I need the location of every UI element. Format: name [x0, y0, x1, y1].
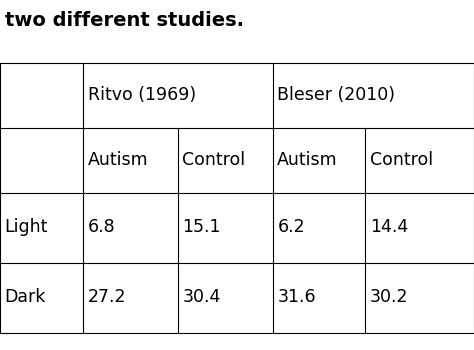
Text: Autism: Autism	[88, 151, 148, 169]
Text: 31.6: 31.6	[277, 288, 316, 307]
Text: 30.2: 30.2	[370, 288, 408, 307]
Text: 30.4: 30.4	[182, 288, 221, 307]
Text: Dark: Dark	[5, 288, 46, 307]
Text: Ritvo (1969): Ritvo (1969)	[88, 86, 196, 104]
Text: Autism: Autism	[277, 151, 338, 169]
Text: Bleser (2010): Bleser (2010)	[277, 86, 395, 104]
Text: Control: Control	[182, 151, 246, 169]
Text: 6.8: 6.8	[88, 218, 115, 237]
Text: Control: Control	[370, 151, 433, 169]
Text: 14.4: 14.4	[370, 218, 408, 237]
Text: 6.2: 6.2	[277, 218, 305, 237]
Text: 27.2: 27.2	[88, 288, 126, 307]
Text: Light: Light	[5, 218, 48, 237]
Text: 15.1: 15.1	[182, 218, 221, 237]
Text: two different studies.: two different studies.	[5, 10, 244, 29]
